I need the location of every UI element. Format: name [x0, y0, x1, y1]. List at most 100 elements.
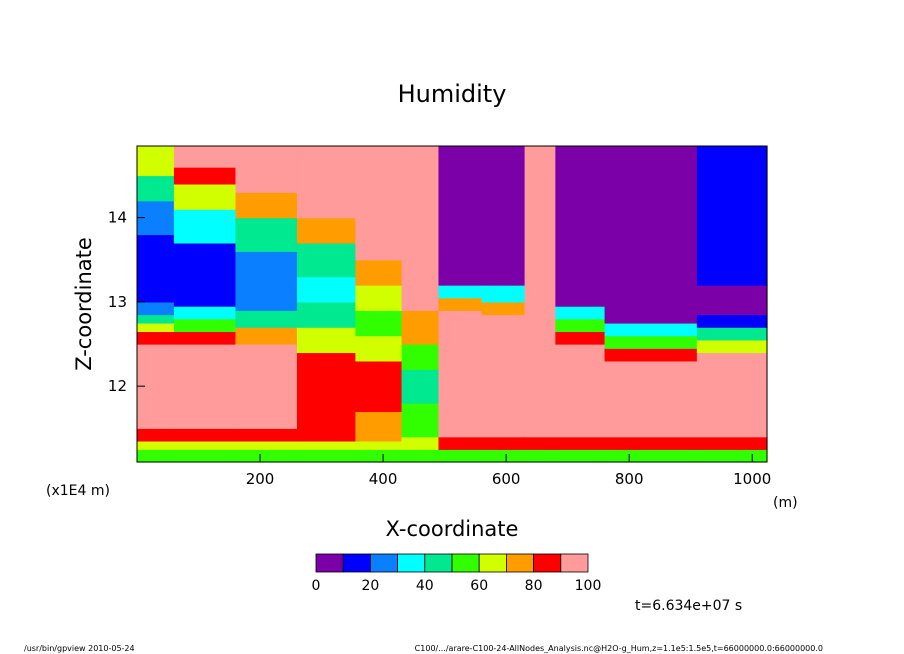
- humidity-cell: [438, 449, 483, 463]
- humidity-cell: [481, 285, 526, 303]
- humidity-cell: [401, 436, 440, 450]
- humidity-cell: [481, 301, 526, 316]
- footer-right: C100/.../arare-C100-24-AllNodes_Analysis…: [415, 644, 823, 653]
- humidity-cell: [137, 268, 175, 303]
- humidity-cell: [173, 344, 237, 429]
- humidity-cell: [481, 449, 526, 463]
- humidity-cell: [296, 146, 357, 202]
- humidity-cell: [604, 449, 698, 463]
- humidity-cell: [604, 146, 698, 307]
- humidity-cell: [401, 293, 440, 311]
- humidity-cell: [401, 369, 440, 404]
- humidity-cell: [696, 146, 768, 286]
- humidity-cell: [235, 192, 298, 219]
- y-tick-label: 13: [108, 293, 127, 311]
- humidity-cell: [355, 310, 403, 337]
- humidity-cell: [696, 314, 768, 328]
- plot-frame: [136, 145, 768, 463]
- profile-column: [296, 146, 357, 463]
- humidity-cell: [481, 314, 526, 438]
- humidity-cell: [604, 322, 698, 337]
- humidity-cell: [137, 234, 175, 269]
- humidity-cell: [524, 449, 556, 463]
- humidity-cell: [296, 352, 357, 421]
- profile-column: [438, 146, 483, 463]
- humidity-cell: [438, 146, 483, 269]
- humidity-cell: [355, 360, 403, 413]
- profile-column: [696, 146, 768, 463]
- humidity-cell: [355, 335, 403, 362]
- humidity-cell: [355, 242, 403, 261]
- colorbar-swatch: [451, 553, 480, 573]
- humidity-cell: [555, 293, 606, 307]
- colorbar-swatch: [505, 553, 534, 573]
- humidity-cell: [438, 297, 483, 311]
- humidity-cell: [438, 310, 483, 438]
- humidity-cell: [355, 259, 403, 286]
- humidity-cell: [235, 310, 298, 328]
- humidity-cell: [296, 327, 357, 354]
- humidity-cell: [173, 318, 237, 332]
- humidity-cell: [173, 449, 237, 463]
- humidity-cell: [137, 428, 175, 442]
- humidity-cell: [604, 335, 698, 349]
- humidity-cell: [235, 251, 298, 295]
- humidity-cell: [173, 440, 237, 450]
- humidity-cell: [173, 183, 237, 210]
- humidity-cell: [355, 411, 403, 442]
- humidity-field: [137, 146, 768, 463]
- colorbar-swatch: [397, 553, 426, 573]
- humidity-cell: [555, 436, 606, 450]
- humidity-cell: [355, 146, 403, 244]
- humidity-cell: [481, 146, 526, 269]
- y-tick-label: 14: [108, 209, 127, 227]
- profile-column: [355, 146, 403, 463]
- humidity-cell: [555, 306, 606, 320]
- humidity-cell: [604, 348, 698, 362]
- x-tick-label: 600: [492, 470, 521, 488]
- humidity-cell: [696, 449, 768, 463]
- humidity-cell: [137, 449, 175, 463]
- humidity-cell: [696, 327, 768, 341]
- humidity-cell: [296, 419, 357, 442]
- humidity-cell: [355, 440, 403, 450]
- x-axis: 200 400 600 800 1000: [246, 454, 771, 488]
- colorbar-tick-label: 100: [575, 578, 602, 594]
- y-tick-label: 12: [108, 377, 127, 395]
- profile-column: [137, 146, 175, 463]
- humidity-cell: [401, 449, 440, 463]
- humidity-cell: [173, 209, 237, 244]
- x-tick-label: 800: [615, 470, 644, 488]
- humidity-cell: [438, 285, 483, 299]
- humidity-cell: [137, 146, 175, 177]
- humidity-cell: [696, 352, 768, 438]
- profile-column: [604, 146, 698, 463]
- colorbar: 0 20 40 60 80 100: [312, 553, 602, 594]
- colorbar-swatch: [424, 553, 453, 573]
- profile-column: [173, 146, 237, 463]
- humidity-cell: [604, 436, 698, 450]
- humidity-cell: [235, 327, 298, 345]
- humidity-cell: [696, 339, 768, 354]
- x-tick-label: 400: [369, 470, 398, 488]
- humidity-cell: [296, 449, 357, 463]
- colorbar-tick-label: 60: [470, 578, 488, 594]
- colorbar-swatch: [478, 553, 507, 573]
- humidity-cell: [235, 344, 298, 429]
- colorbar-tick-label: 20: [361, 578, 379, 594]
- humidity-cell: [235, 428, 298, 442]
- humidity-cell: [173, 242, 237, 286]
- humidity-cell: [235, 175, 298, 193]
- humidity-cell: [438, 268, 483, 286]
- colorbar-swatch: [369, 553, 398, 573]
- x-tick-label: 1000: [733, 470, 771, 488]
- humidity-cell: [355, 285, 403, 311]
- humidity-cell: [555, 318, 606, 332]
- x-tick-label: 200: [246, 470, 275, 488]
- x-axis-label: X-coordinate: [386, 517, 519, 541]
- humidity-cell: [481, 436, 526, 450]
- y-unit-label: (x1E4 m): [46, 483, 110, 499]
- humidity-cell: [604, 306, 698, 324]
- humidity-cell: [524, 436, 556, 450]
